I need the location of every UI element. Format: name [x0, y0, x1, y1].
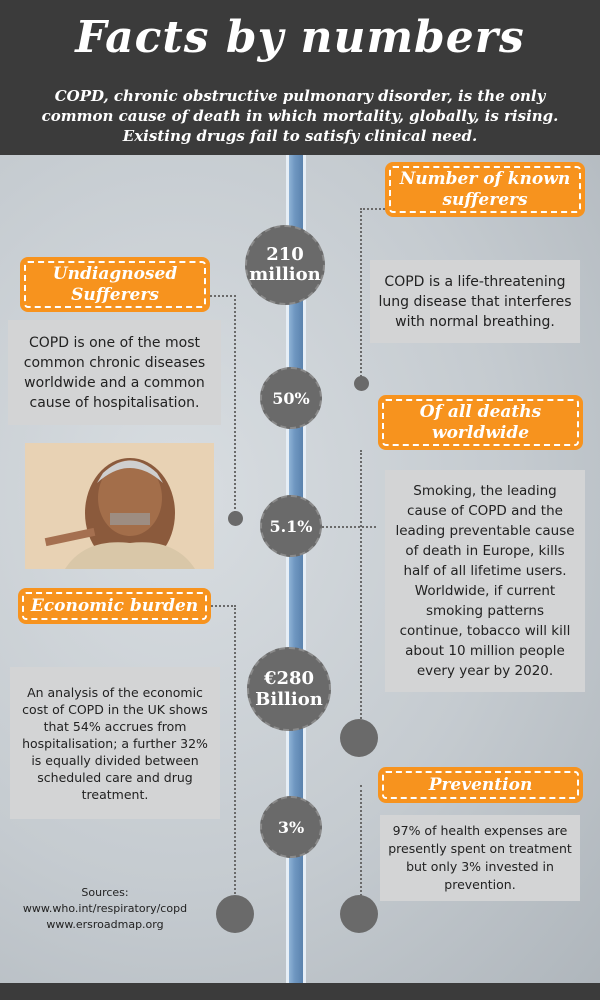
- page-title: Facts by numbers: [75, 12, 525, 63]
- text-economic: An analysis of the economic cost of COPD…: [10, 667, 220, 819]
- label-economic-burden: Economic burden: [18, 588, 211, 624]
- timeline-dot: [354, 376, 369, 391]
- source-link[interactable]: www.who.int/respiratory/copd: [22, 902, 188, 915]
- connector-line: [318, 526, 376, 528]
- connector-line: [360, 785, 362, 900]
- header: Facts by numbers COPD, chronic obstructi…: [0, 0, 600, 155]
- connector-line: [234, 295, 236, 517]
- text-undiagnosed: COPD is one of the most common chronic d…: [8, 320, 221, 425]
- patient-photo-illustration: [25, 443, 214, 569]
- sources-heading: Sources:: [81, 886, 129, 899]
- footer-bar: [0, 983, 600, 1000]
- connector-line: [210, 295, 236, 297]
- connector-line: [360, 208, 385, 210]
- label-prevention: Prevention: [378, 767, 583, 803]
- timeline-dot: [340, 719, 378, 757]
- timeline-dot: [228, 511, 243, 526]
- timeline-dot: [216, 895, 254, 933]
- stat-280-billion: €280 Billion: [247, 647, 331, 731]
- source-link[interactable]: www.ersroadmap.org: [46, 918, 164, 931]
- timeline-dot: [340, 895, 378, 933]
- stat-210-million: 210 million: [245, 225, 325, 305]
- timeline-bar: [286, 155, 306, 983]
- label-all-deaths: Of all deaths worldwide: [378, 395, 583, 450]
- text-prevention: 97% of health expenses are presently spe…: [380, 815, 580, 901]
- page-subtitle: COPD, chronic obstructive pulmonary diso…: [41, 87, 559, 145]
- connector-line: [234, 605, 236, 905]
- text-all-deaths: Smoking, the leading cause of COPD and t…: [385, 470, 585, 692]
- connector-line: [360, 450, 362, 735]
- connector-line: [360, 208, 362, 384]
- label-known-sufferers: Number of known sufferers: [385, 162, 585, 217]
- stat-50-percent: 50%: [260, 367, 322, 429]
- text-known-sufferers: COPD is a life-threatening lung disease …: [370, 260, 580, 343]
- stat-3-percent: 3%: [260, 796, 322, 858]
- patient-photo: [25, 443, 214, 569]
- stat-5-1-percent: 5.1%: [260, 495, 322, 557]
- label-undiagnosed: Undiagnosed Sufferers: [20, 257, 210, 312]
- connector-line: [200, 605, 236, 607]
- sources: Sources: www.who.int/respiratory/copd ww…: [5, 885, 205, 933]
